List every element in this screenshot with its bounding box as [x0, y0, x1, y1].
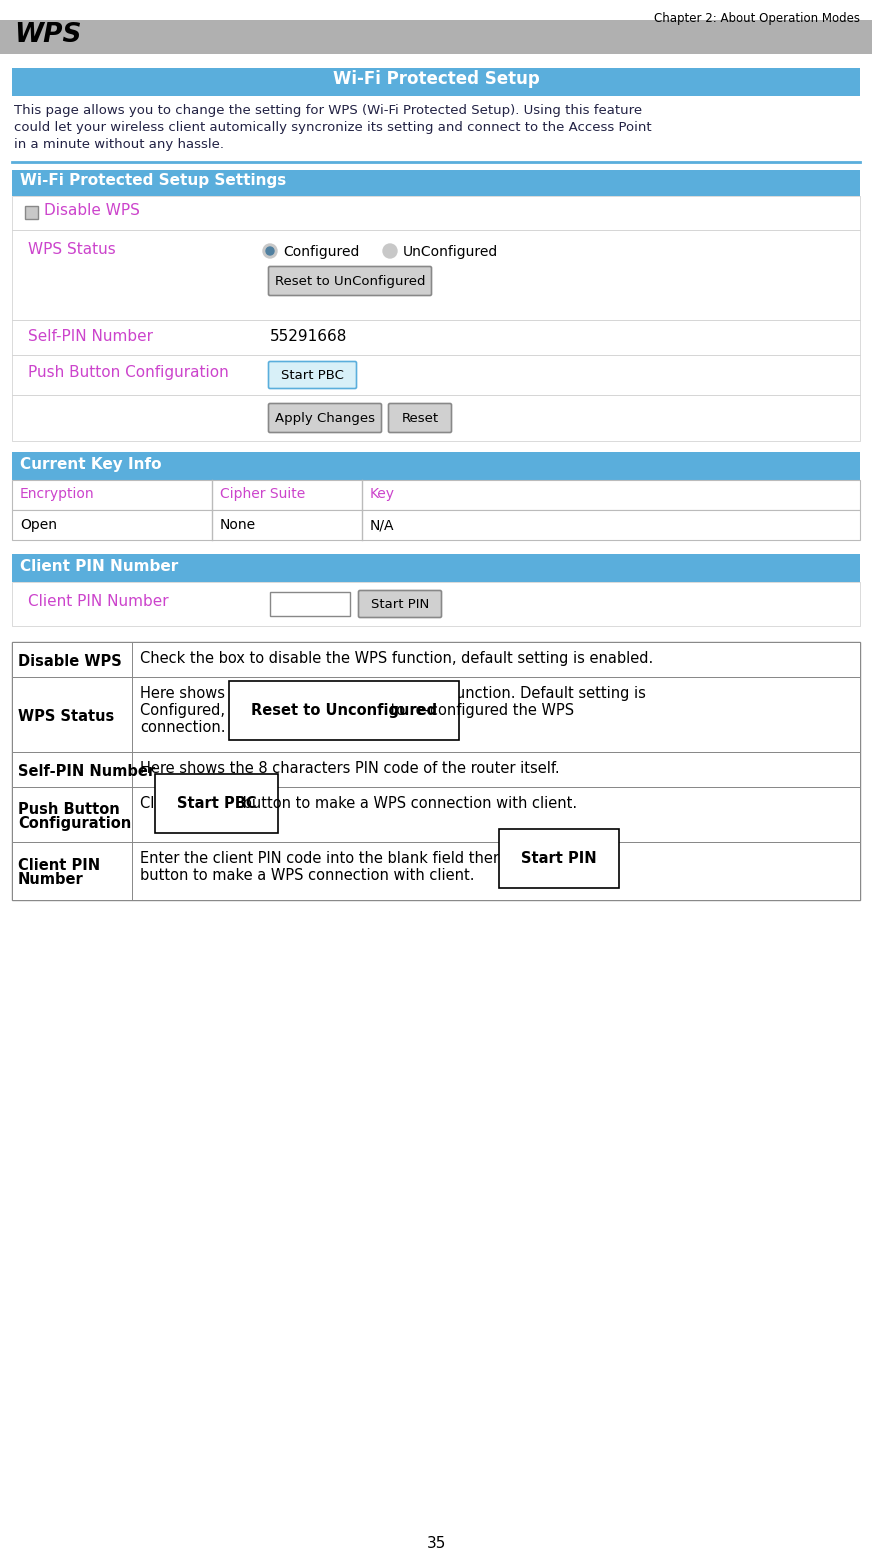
- Text: Client PIN Number: Client PIN Number: [20, 559, 178, 574]
- Text: Number: Number: [18, 871, 84, 887]
- Text: Start PBC: Start PBC: [281, 369, 344, 381]
- Text: Cipher Suite: Cipher Suite: [220, 487, 305, 501]
- Bar: [12, 842, 860, 899]
- Bar: [12, 321, 860, 355]
- Bar: [12, 554, 860, 582]
- Text: None: None: [220, 518, 256, 532]
- Text: Client PIN: Client PIN: [18, 857, 100, 873]
- Text: WPS Status: WPS Status: [18, 708, 114, 724]
- Bar: [12, 677, 860, 752]
- Text: Open: Open: [20, 518, 57, 532]
- FancyBboxPatch shape: [269, 361, 357, 389]
- Text: Self-PIN Number: Self-PIN Number: [28, 328, 153, 344]
- Text: Disable WPS: Disable WPS: [18, 654, 122, 669]
- Text: Click: Click: [140, 797, 180, 811]
- Text: Wi-Fi Protected Setup Settings: Wi-Fi Protected Setup Settings: [20, 173, 286, 188]
- Text: 55291668: 55291668: [270, 328, 347, 344]
- FancyBboxPatch shape: [358, 590, 441, 618]
- Bar: [12, 68, 860, 96]
- Text: Here shows the current status of the WPS function. Default setting is: Here shows the current status of the WPS…: [140, 686, 646, 702]
- Text: Reset to UnConfigured: Reset to UnConfigured: [275, 274, 426, 288]
- Text: Current Key Info: Current Key Info: [20, 457, 161, 471]
- Text: Reset: Reset: [401, 411, 439, 425]
- Text: Configured: Configured: [283, 244, 359, 258]
- Text: Apply Changes: Apply Changes: [275, 411, 375, 425]
- Text: button to make a WPS connection with client.: button to make a WPS connection with cli…: [238, 797, 577, 811]
- Text: Client PIN Number: Client PIN Number: [28, 594, 168, 608]
- Text: Chapter 2: About Operation Modes: Chapter 2: About Operation Modes: [654, 12, 860, 25]
- Text: Wi-Fi Protected Setup: Wi-Fi Protected Setup: [332, 70, 540, 89]
- Bar: [12, 479, 860, 510]
- Text: N/A: N/A: [370, 518, 394, 532]
- FancyBboxPatch shape: [269, 266, 432, 296]
- Bar: [12, 752, 860, 787]
- Bar: [12, 355, 860, 395]
- Text: WPS Status: WPS Status: [28, 243, 116, 257]
- Text: Self-PIN Number: Self-PIN Number: [18, 764, 155, 778]
- Bar: [12, 451, 860, 479]
- Bar: [12, 170, 860, 196]
- Text: Start PIN: Start PIN: [371, 598, 429, 610]
- Text: Key: Key: [370, 487, 395, 501]
- Circle shape: [383, 244, 397, 258]
- FancyBboxPatch shape: [389, 403, 452, 433]
- FancyBboxPatch shape: [269, 403, 382, 433]
- Bar: [12, 510, 860, 540]
- Text: Push Button Configuration: Push Button Configuration: [28, 366, 228, 380]
- Text: Encryption: Encryption: [20, 487, 95, 501]
- Bar: [12, 230, 860, 321]
- Text: 35: 35: [426, 1536, 446, 1551]
- Bar: [270, 591, 350, 616]
- Text: Configured, click: Configured, click: [140, 703, 267, 717]
- Circle shape: [263, 244, 277, 258]
- Text: Disable WPS: Disable WPS: [44, 202, 140, 218]
- Bar: [12, 196, 860, 230]
- Bar: [12, 643, 860, 677]
- Text: Start PIN: Start PIN: [521, 851, 597, 867]
- Text: Enter the client PIN code into the blank field then click the: Enter the client PIN code into the blank…: [140, 851, 573, 867]
- Text: This page allows you to change the setting for WPS (Wi-Fi Protected Setup). Usin: This page allows you to change the setti…: [14, 104, 642, 117]
- Text: to re-configured the WPS: to re-configured the WPS: [385, 703, 574, 717]
- Text: Push Button: Push Button: [18, 801, 119, 817]
- Text: could let your wireless client automically syncronize its setting and connect to: could let your wireless client automical…: [14, 121, 651, 134]
- Circle shape: [266, 247, 274, 255]
- Text: Here shows the 8 characters PIN code of the router itself.: Here shows the 8 characters PIN code of …: [140, 761, 560, 776]
- Bar: [0, 20, 872, 54]
- Bar: [12, 395, 860, 440]
- Bar: [12, 787, 860, 842]
- Bar: [25, 205, 38, 219]
- Bar: [12, 582, 860, 626]
- Text: in a minute without any hassle.: in a minute without any hassle.: [14, 138, 224, 151]
- Text: Start PBC: Start PBC: [177, 797, 256, 811]
- Bar: [12, 643, 860, 899]
- Text: UnConfigured: UnConfigured: [403, 244, 498, 258]
- Text: button to make a WPS connection with client.: button to make a WPS connection with cli…: [140, 868, 474, 882]
- Text: connection.: connection.: [140, 720, 226, 734]
- Text: Configuration: Configuration: [18, 815, 132, 831]
- Text: Check the box to disable the WPS function, default setting is enabled.: Check the box to disable the WPS functio…: [140, 650, 653, 666]
- Text: Reset to Unconfigured: Reset to Unconfigured: [251, 703, 437, 717]
- Text: WPS: WPS: [14, 22, 81, 48]
